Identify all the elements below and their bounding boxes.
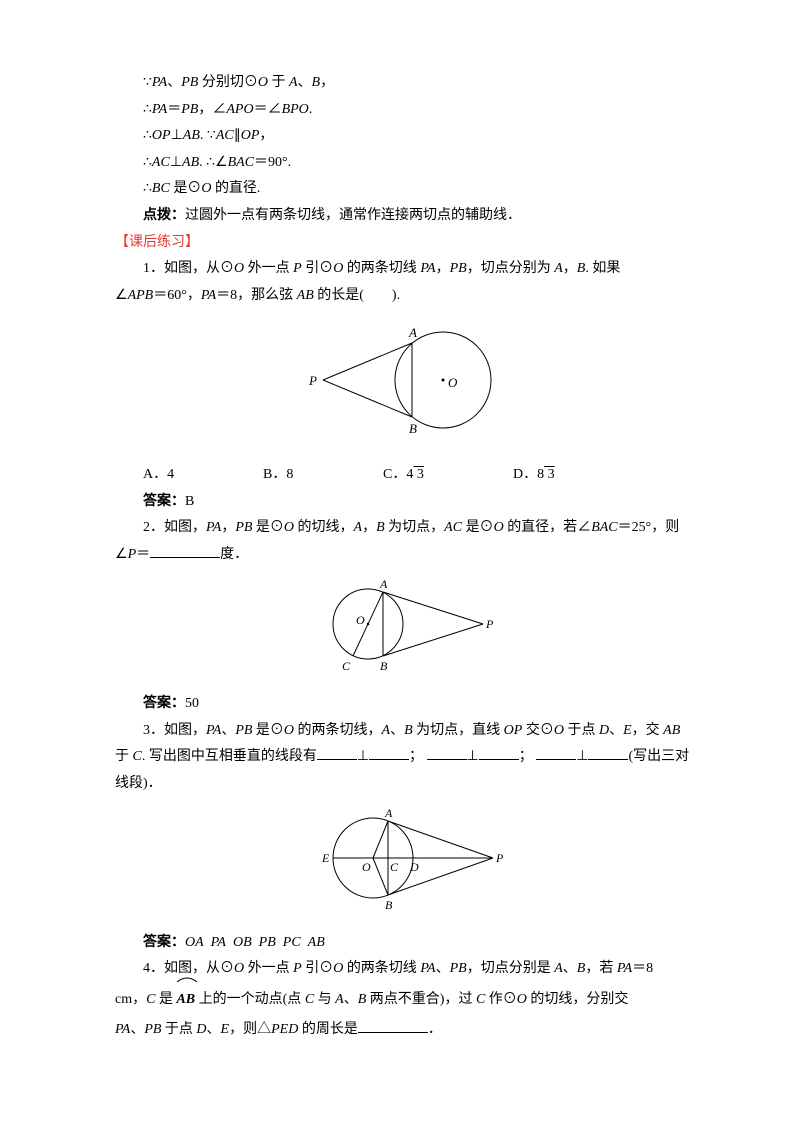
svg-text:P: P bbox=[308, 373, 317, 388]
q2-figure: A B C O P bbox=[115, 574, 700, 685]
proof-line-2: ∴PA＝PB，∠APO＝∠BPO. bbox=[115, 97, 700, 124]
svg-text:B: B bbox=[385, 898, 393, 912]
q2-text: 2．如图，PA，PB 是⊙O 的切线，A，B 为切点，AC 是⊙O 的直径，若∠… bbox=[115, 515, 700, 542]
svg-text:D: D bbox=[409, 860, 419, 874]
svg-text:E: E bbox=[321, 851, 330, 865]
svg-text:O: O bbox=[356, 613, 365, 627]
section-title: 【课后练习】 bbox=[115, 230, 700, 257]
proof-line-5: ∴BC 是⊙O 的直径. bbox=[115, 176, 700, 203]
proof-line-1: ∵PA、PB 分别切⊙O 于 A、B， bbox=[115, 70, 700, 97]
q1-figure: A B P O bbox=[115, 315, 700, 456]
svg-text:A: A bbox=[379, 577, 388, 591]
svg-text:C: C bbox=[390, 860, 399, 874]
q4-text: 4．如图，从⊙O 外一点 P 引⊙O 的两条切线 PA、PB，切点分别是 A、B… bbox=[115, 956, 700, 983]
q3-answer: 答案：OA PA OB PB PC AB bbox=[115, 930, 700, 957]
q3-figure: A B E O C D P bbox=[115, 803, 700, 924]
proof-tip: 点拨：过圆外一点有两条切线，通常作连接两切点的辅助线． bbox=[115, 203, 700, 230]
q2-text-line2: ∠P＝度． bbox=[115, 542, 700, 569]
svg-text:A: A bbox=[408, 325, 417, 340]
q2-answer: 答案：50 bbox=[115, 691, 700, 718]
q1-answer: 答案：B bbox=[115, 489, 700, 516]
q1-options: A．4 B．8 C．4 3 D．8 3 bbox=[143, 462, 700, 489]
proof-line-3: ∴OP⊥AB. ∵AC∥OP， bbox=[115, 123, 700, 150]
svg-text:O: O bbox=[448, 375, 458, 390]
q3-text: 3．如图，PA、PB 是⊙O 的两条切线，A、B 为切点，直线 OP 交⊙O 于… bbox=[115, 718, 700, 745]
q3-text-line2: 于 C. 写出图中互相垂直的线段有⊥； ⊥； ⊥(写出三对线段)． bbox=[115, 744, 700, 797]
svg-text:P: P bbox=[495, 851, 504, 865]
proof-line-4: ∴AC⊥AB. ∴∠BAC＝90°. bbox=[115, 150, 700, 177]
svg-text:C: C bbox=[342, 659, 351, 673]
q1-text-line2: ∠APB＝60°，PA＝8，那么弦 AB 的长是( ). bbox=[115, 283, 700, 310]
q4-text-line3: PA、PB 于点 D、E，则△PED 的周长是． bbox=[115, 1017, 700, 1044]
svg-text:B: B bbox=[409, 421, 417, 436]
q1-text: 1．如图，从⊙O 外一点 P 引⊙O 的两条切线 PA，PB，切点分别为 A，B… bbox=[115, 256, 700, 283]
svg-text:O: O bbox=[362, 860, 371, 874]
q4-text-line2: cm，C 是 AB 上的一个动点(点 C 与 A、B 两点不重合)，过 C 作⊙… bbox=[115, 983, 700, 1017]
svg-text:B: B bbox=[380, 659, 388, 673]
svg-text:A: A bbox=[384, 806, 393, 820]
svg-text:P: P bbox=[485, 617, 494, 631]
